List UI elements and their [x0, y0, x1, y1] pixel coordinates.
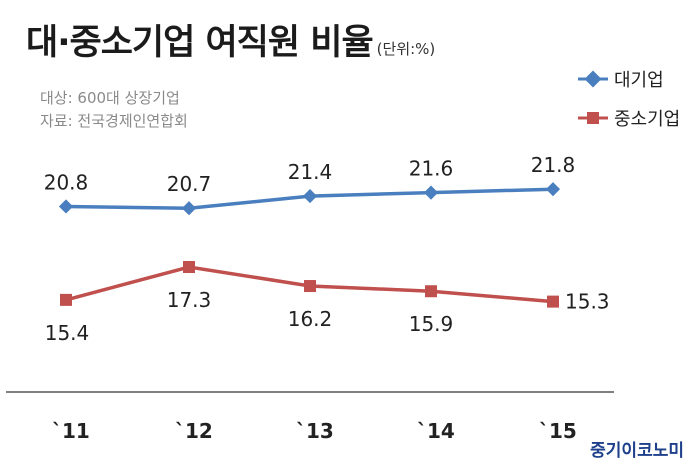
legend-marker-sme — [587, 112, 599, 124]
data-label-large-3: 21.6 — [409, 157, 454, 181]
data-label-large-1: 20.7 — [167, 172, 212, 196]
x-tick-label-1: `12 — [175, 419, 213, 443]
x-tick-label-2: `13 — [296, 419, 334, 443]
data-label-sme-4: 15.3 — [565, 290, 610, 314]
data-point-large-3 — [423, 185, 439, 200]
data-point-sme-1 — [183, 261, 195, 274]
data-point-sme-4 — [547, 295, 559, 308]
data-label-sme-0: 15.4 — [45, 321, 90, 345]
data-point-large-4 — [545, 182, 561, 197]
data-point-large-2 — [302, 189, 318, 204]
chart-title: 대·중소기업 여직원 비율 — [26, 23, 374, 63]
data-label-large-4: 21.8 — [531, 153, 576, 177]
data-point-sme-2 — [304, 280, 316, 293]
source-line-origin: 자료: 전국경제인연합회 — [40, 112, 188, 130]
title-block: 대·중소기업 여직원 비율 (단위:%) — [26, 14, 435, 65]
data-point-sme-0 — [60, 293, 72, 306]
legend-label-large: 대기업 — [614, 70, 664, 91]
legend: 대기업 중소기업 — [578, 70, 680, 130]
x-tick-label-0: `11 — [52, 419, 90, 443]
data-point-large-0 — [58, 199, 74, 214]
source-line-target: 대상: 600대 상장기업 — [40, 89, 180, 107]
legend-label-sme: 중소기업 — [614, 109, 680, 130]
data-label-large-2: 21.4 — [288, 160, 333, 184]
plot-area: 20.8 20.7 21.4 21.6 21.8 15.4 17.3 16.2 15.9 15.3… — [44, 153, 610, 443]
data-point-large-1 — [181, 201, 197, 216]
data-label-sme-3: 15.9 — [409, 312, 454, 336]
x-tick-label-4: `15 — [539, 419, 577, 443]
data-label-sme-1: 17.3 — [167, 288, 212, 312]
legend-marker-large — [584, 70, 602, 88]
data-point-sme-3 — [425, 285, 437, 298]
publisher-logo: 중기이코노미 — [590, 441, 684, 461]
data-label-large-0: 20.8 — [44, 170, 89, 194]
unit-label: (단위:%) — [376, 40, 436, 58]
data-label-sme-2: 16.2 — [288, 307, 333, 331]
x-tick-label-3: `14 — [417, 419, 455, 443]
